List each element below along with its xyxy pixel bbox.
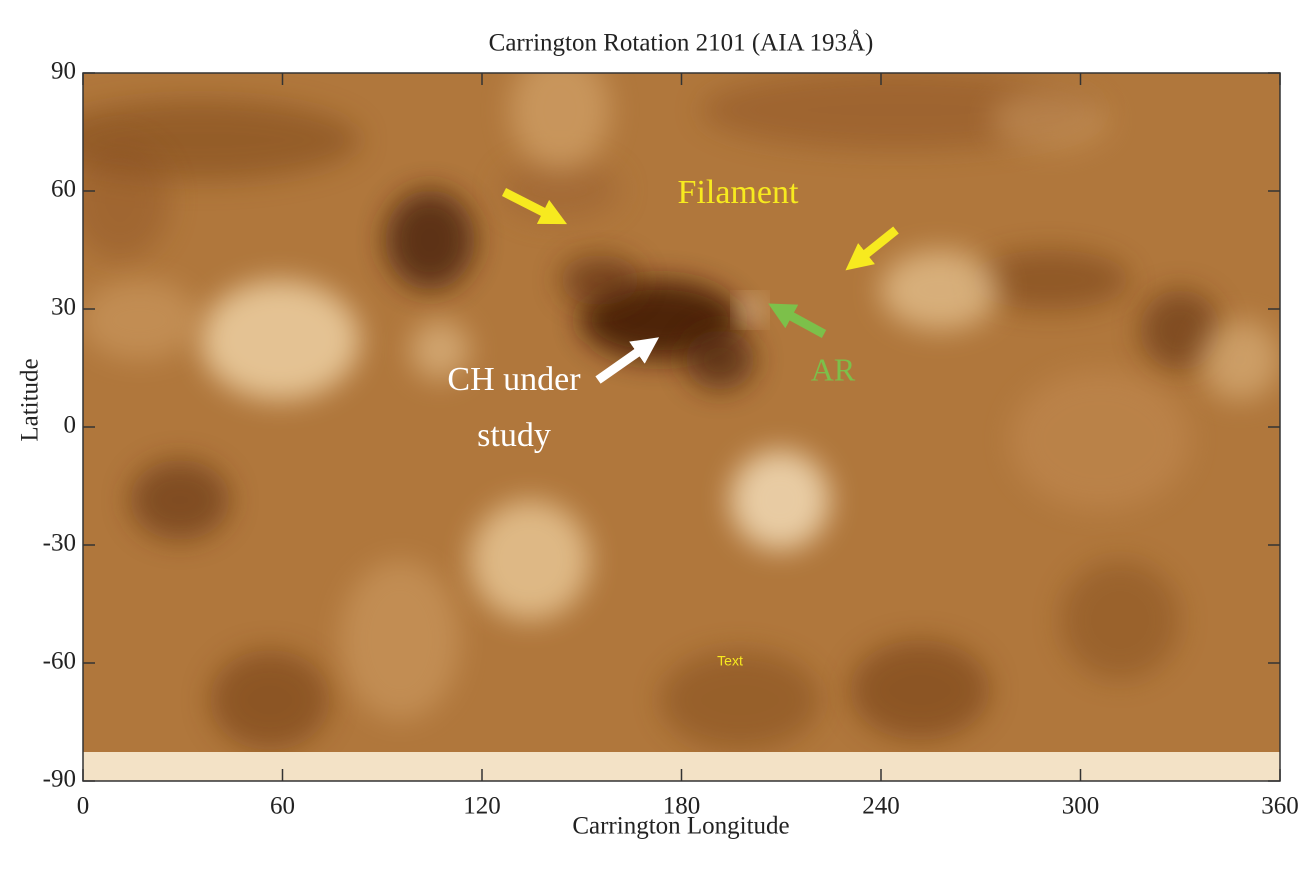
y-axis-title: Latitude: [17, 358, 44, 441]
map-feature: [1010, 370, 1190, 510]
annotation: study: [477, 417, 551, 454]
chart-title: Carrington Rotation 2101 (AIA 193Å): [489, 30, 874, 57]
map-feature: [730, 450, 830, 550]
x-tick-label: 240: [862, 793, 900, 820]
annotation: Filament: [678, 174, 799, 211]
y-tick-label: 0: [64, 412, 77, 439]
annotation: AR: [811, 351, 856, 387]
map-feature: [560, 255, 640, 305]
y-tick-label: 90: [51, 58, 76, 85]
y-tick-label: 60: [51, 176, 76, 203]
y-tick-label: 30: [51, 294, 76, 321]
map-feature: [1200, 320, 1280, 400]
map-feature: [510, 50, 610, 170]
map-feature: [880, 250, 1000, 330]
map-feature: [685, 330, 755, 390]
x-tick-label: 120: [463, 793, 501, 820]
map-feature: [340, 560, 460, 720]
map-feature: [210, 650, 330, 750]
map-feature: [70, 140, 170, 260]
x-tick-label: 300: [1062, 793, 1100, 820]
x-tick-label: 0: [77, 793, 90, 820]
x-tick-label: 180: [663, 793, 701, 820]
solar-map: [40, 50, 1280, 781]
annotation: CH under: [447, 361, 581, 398]
map-feature: [130, 460, 230, 540]
y-tick-label: -90: [43, 766, 76, 793]
map-feature: [80, 280, 200, 360]
map-feature: [740, 300, 760, 320]
y-tick-label: -30: [43, 530, 76, 557]
x-tick-label: 60: [270, 793, 295, 820]
chart: Carrington Rotation 2101 (AIA 193Å) Carr…: [0, 0, 1300, 872]
annotation: Text: [717, 653, 743, 669]
map-feature: [1060, 560, 1180, 680]
map-feature: [990, 90, 1110, 150]
map-feature: [850, 640, 990, 740]
map-feature: [470, 500, 590, 620]
y-tick-label: -60: [43, 648, 76, 675]
map-feature: [385, 190, 475, 290]
map-feature: [200, 280, 360, 400]
x-tick-label: 360: [1261, 793, 1299, 820]
